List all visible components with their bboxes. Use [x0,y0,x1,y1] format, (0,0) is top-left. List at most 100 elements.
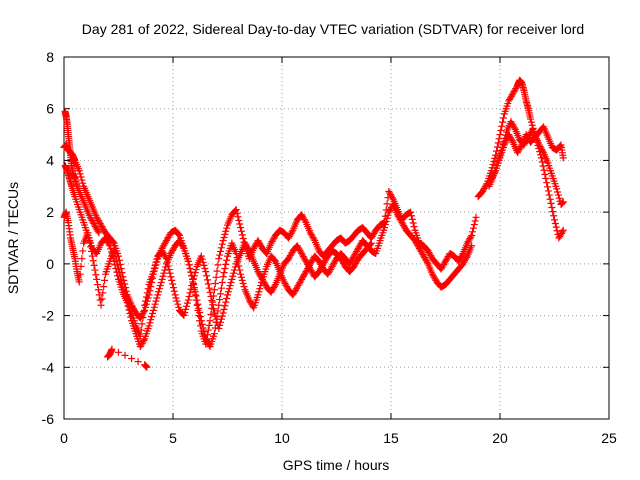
data-point [203,272,211,280]
data-point [211,312,219,320]
data-point [118,280,126,288]
data-point [534,141,542,149]
data-point [210,330,218,338]
data-point [537,151,545,159]
data-point [170,287,178,295]
x-tick-label: 25 [601,430,617,446]
data-point [199,324,207,332]
data-point [217,284,225,292]
data-point [205,321,213,329]
y-tick-label: 6 [46,101,54,117]
data-point [180,312,188,320]
data-point [469,228,477,236]
data-point [148,313,156,321]
data-point [223,295,231,303]
y-tick-label: 8 [46,49,54,65]
data-point [234,213,242,221]
data-point [545,191,553,199]
data-point [238,276,246,284]
data-point [128,354,136,362]
data-point [175,303,183,311]
x-tick-label: 0 [60,430,68,446]
data-point [106,242,114,250]
data-point [121,351,129,359]
data-point [149,306,157,314]
data-point [198,255,206,263]
data-point [535,145,543,153]
data-point [79,247,87,255]
data-point [211,280,219,288]
data-point [184,296,192,304]
data-point [158,275,166,283]
data-point [153,294,161,302]
data-point [200,261,208,269]
data-point [544,183,552,191]
data-point [169,280,177,288]
data-point [156,282,164,290]
data-point [147,316,155,324]
data-point [227,278,235,286]
data-point [239,280,247,288]
data-point [219,309,227,317]
data-point [224,291,231,299]
data-point [224,288,232,296]
data-point [76,170,84,178]
data-point [151,300,159,308]
data-point [143,289,151,297]
data-point [143,363,151,371]
data-point [209,301,217,309]
data-point [112,253,120,261]
data-point [231,263,239,271]
data-point [218,312,226,320]
data-point [195,304,203,312]
data-point [468,231,476,239]
data-point [244,245,252,253]
data-point [200,328,208,336]
data-point [89,257,97,265]
data-point [150,303,158,311]
data-point [383,214,391,222]
y-tick-label: 2 [46,204,54,220]
y-tick-label: 0 [46,256,54,272]
data-point [230,266,238,274]
data-point [217,290,225,298]
data-point [215,325,223,332]
data-point [140,336,148,344]
data-point [255,288,263,296]
data-point [237,270,245,278]
data-point [549,208,557,216]
data-point [146,319,154,327]
data-point [237,224,245,232]
data-point [199,258,207,266]
data-point [240,283,248,291]
data-point [222,298,230,306]
data-point [217,247,225,255]
data-point [197,317,205,325]
data-point [218,240,226,248]
data-point [499,114,507,122]
data-point [408,215,416,223]
data-point [149,268,157,276]
data-point [471,217,479,225]
data-point [217,315,225,323]
data-point [142,293,150,301]
data-point [172,294,180,302]
data-point [98,295,106,303]
data-point [157,278,165,286]
data-point [546,195,554,203]
y-axis-label: SDTVAR / TECUs [5,182,21,294]
data-point [221,265,229,273]
data-point [467,233,475,241]
data-point [160,269,168,277]
data-point [90,261,98,269]
data-point [548,203,556,211]
data-point [550,212,558,220]
data-point [113,257,121,265]
data-point [458,251,466,259]
data-point [207,292,215,300]
data-point [162,255,170,263]
data-point [152,297,160,305]
data-point [142,297,150,305]
data-point [226,282,234,290]
data-point [540,166,548,174]
